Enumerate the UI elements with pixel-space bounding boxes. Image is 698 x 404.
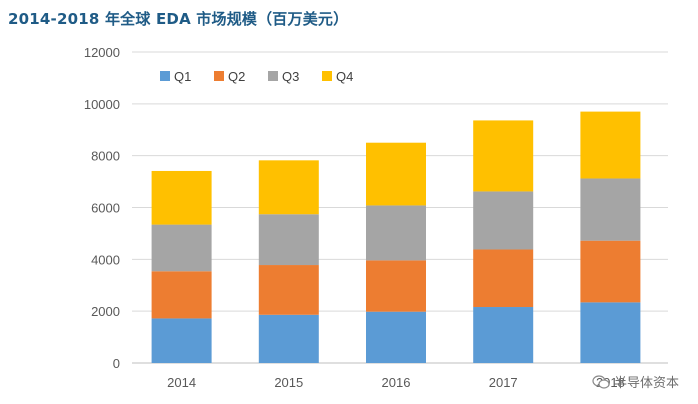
wechat-icon [592,374,610,389]
bar-segment-q2-2016 [366,260,426,312]
bar-segment-q2-2014 [151,271,212,319]
legend-swatch-q3 [268,71,278,81]
bar-segment-q1-2014 [151,318,212,363]
bar-segment-q3-2014 [151,224,212,272]
y-tick-label: 6000 [91,201,120,216]
bar-segment-q2-2018 [580,240,641,303]
bar-segment-q4-2014 [151,170,212,225]
y-tick-label: 2000 [91,304,120,319]
watermark-text: 半导体资本 [614,376,680,391]
bar-segment-q1-2016 [366,311,426,363]
legend-swatch-q4 [322,71,332,81]
y-tick-label: 0 [113,356,120,371]
x-tick-label: 2017 [489,375,518,390]
bar-segment-q3-2016 [366,205,426,261]
bar-segment-q4-2017 [473,120,534,192]
watermark: 半导体资本 [592,372,679,391]
legend-label-q2: Q2 [228,69,245,84]
legend-label-q4: Q4 [336,69,353,84]
legend-label-q3: Q3 [282,69,299,84]
legend-swatch-q2 [214,71,224,81]
bar-segment-q3-2018 [580,178,641,241]
bar-segment-q4-2016 [366,142,426,206]
x-tick-label: 2016 [382,375,411,390]
legend-label-q1: Q1 [174,69,191,84]
x-tick-label: 2015 [274,375,303,390]
y-tick-label: 4000 [91,252,120,267]
bar-segment-q1-2018 [580,302,641,363]
bar-segment-q2-2017 [473,249,534,308]
chart-title: 2014-2018 年全球 EDA 市场规模（百万美元） [8,10,349,28]
bar-segment-q1-2015 [258,314,319,363]
bar-segment-q3-2017 [473,191,534,250]
y-tick-label: 12000 [84,45,120,60]
bar-segment-q4-2018 [580,111,641,179]
y-tick-label: 10000 [84,97,120,112]
bar-segment-q2-2015 [258,265,319,315]
bar-segment-q3-2015 [258,214,319,266]
y-tick-label: 8000 [91,149,120,164]
legend-swatch-q1 [160,71,170,81]
bar-segment-q1-2017 [473,307,534,363]
x-tick-label: 2014 [167,375,196,390]
bar-segment-q4-2015 [258,160,319,215]
